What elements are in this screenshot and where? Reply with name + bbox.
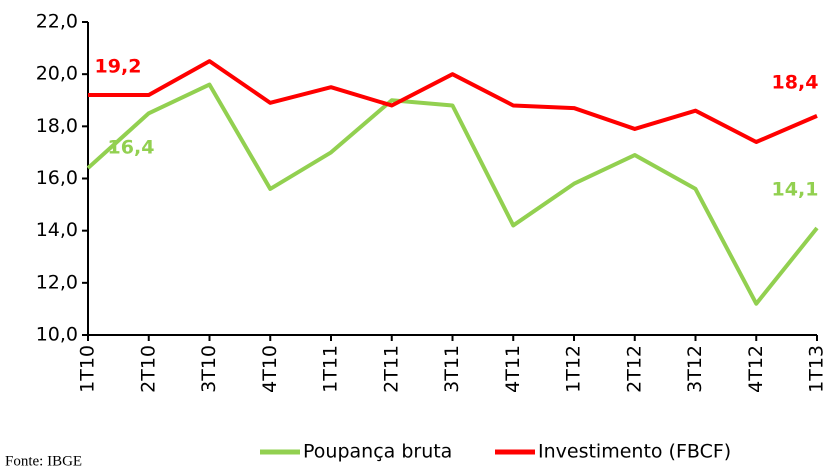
x-tick-label: 3T10 [198,345,220,393]
legend-label: Investimento (FBCF) [538,441,731,463]
x-tick-label: 1T13 [806,345,828,393]
y-tick-label: 20,0 [36,63,78,85]
value-label: 19,2 [95,56,142,78]
x-tick-label: 3T12 [684,345,706,393]
source-note: Fonte: IBGE [5,453,82,469]
x-tick-label: 4T11 [502,345,524,393]
x-tick-label: 2T12 [623,345,645,393]
x-tick-label: 1T10 [77,345,99,393]
series-line [88,59,818,144]
y-tick-label: 12,0 [36,271,78,293]
x-tick-label: 4T12 [745,345,767,393]
y-tick-label: 10,0 [36,324,78,346]
x-tick-label: 2T10 [137,345,159,393]
y-tick-label: 14,0 [36,219,78,241]
y-tick-label: 16,0 [36,167,78,189]
legend-label: Poupança bruta [303,441,452,463]
x-tick-label: 4T10 [259,345,281,393]
x-tick-label: 2T11 [380,345,402,393]
x-tick-label: 1T12 [563,345,585,393]
series-line [86,82,819,306]
y-tick-label: 18,0 [36,115,78,137]
x-tick-label: 3T11 [441,345,463,393]
value-label: 14,1 [772,179,819,201]
value-label: 16,4 [108,137,155,159]
value-label: 18,4 [772,71,819,93]
x-tick-label: 1T11 [320,345,342,393]
y-tick-label: 22,0 [36,11,78,33]
